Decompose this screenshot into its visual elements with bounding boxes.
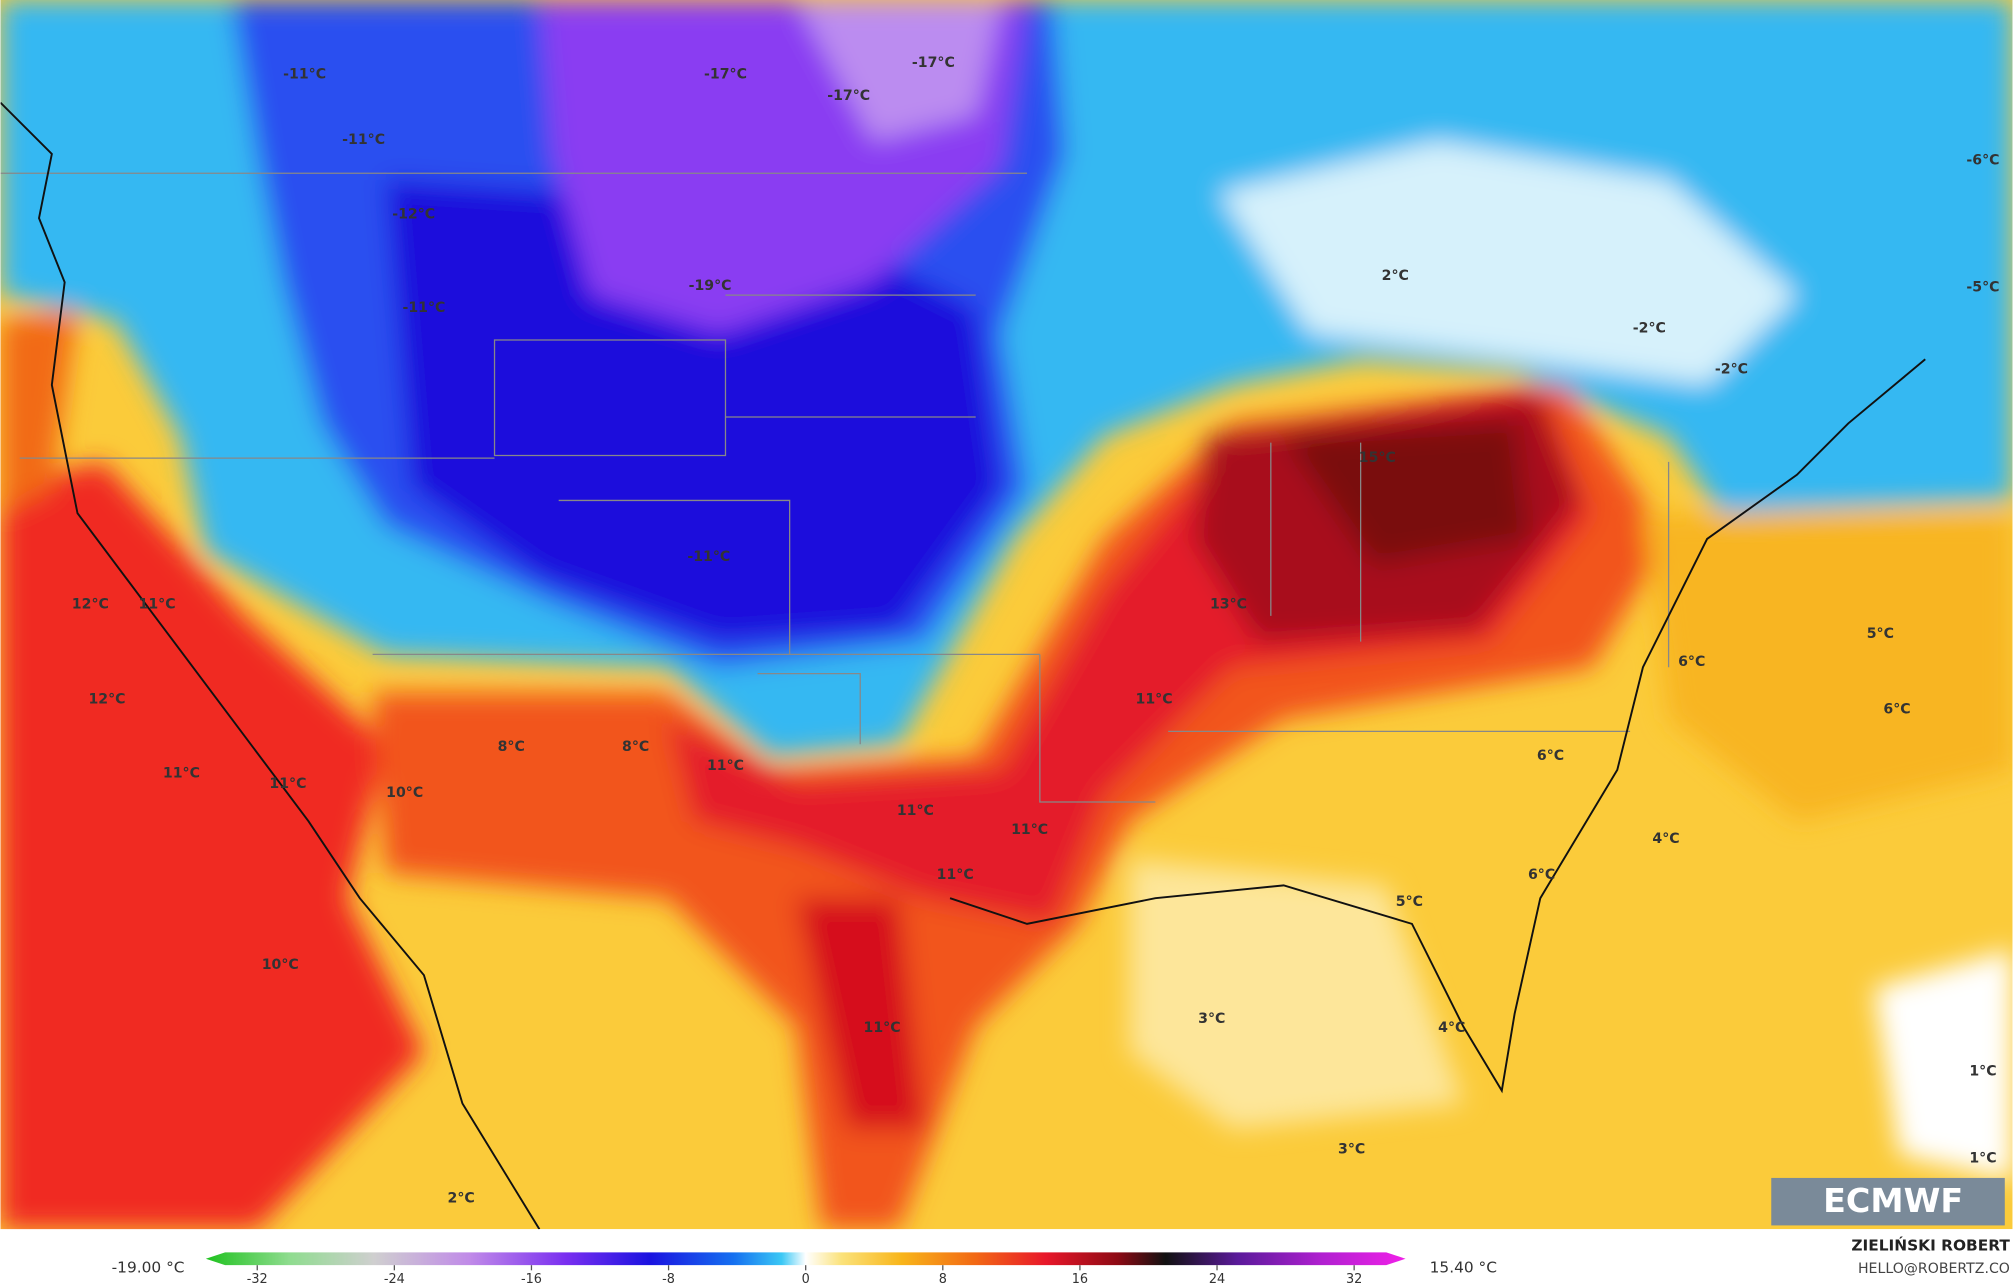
temperature-label: 3°C — [1198, 1011, 1225, 1027]
temperature-label: 10°C — [386, 785, 423, 801]
temperature-label: 5°C — [1396, 894, 1423, 910]
temperature-label: 2°C — [448, 1190, 475, 1206]
temperature-label: 10°C — [262, 957, 299, 973]
temperature-label: 11°C — [937, 867, 974, 883]
temperature-label: 6°C — [1883, 702, 1910, 718]
credit-name: ZIELIŃSKI ROBERT — [1851, 1235, 2010, 1254]
temperature-label: -5°C — [1966, 279, 1999, 295]
temperature-label: 2°C — [1382, 268, 1409, 284]
borders — [0, 101, 1926, 1230]
colorbar-ticks: -32 -24 -16 -8 0 8 16 24 32 — [247, 1265, 1362, 1287]
temperature-label: 11°C — [897, 803, 934, 819]
colorbar-min: -19.00 °C — [112, 1258, 185, 1276]
temperature-label: 15°C — [1359, 450, 1396, 466]
colorbar-tick-label: -32 — [247, 1272, 268, 1287]
temperature-label: -11°C — [402, 300, 445, 316]
colorbar-max: 15.40 °C — [1430, 1258, 1497, 1276]
temperature-label: 11°C — [139, 596, 176, 612]
temperature-label: -2°C — [1633, 320, 1666, 336]
colorbar-tick-label: -24 — [384, 1272, 405, 1287]
temperature-label: -17°C — [704, 66, 747, 82]
temperature-label: 6°C — [1678, 654, 1705, 670]
temperature-label: -11°C — [342, 132, 385, 148]
credit-email: HELLO@ROBERTZ.CO — [1858, 1261, 2010, 1277]
temperature-label: 11°C — [163, 766, 200, 782]
temperature-label: -2°C — [1715, 362, 1748, 378]
temperature-label: 3°C — [1338, 1142, 1365, 1158]
temperature-label: 5°C — [1867, 626, 1894, 642]
temperature-label: 4°C — [1438, 1020, 1465, 1036]
temperature-label: 11°C — [707, 758, 744, 774]
colorbar-tick-label: -8 — [662, 1272, 675, 1287]
temperature-label: -11°C — [687, 549, 730, 565]
temperature-labels: -11°C -11°C -17°C -17°C -17°C -12°C -11°C -19°C… — [72, 55, 2000, 1207]
temperature-label: 11°C — [1136, 691, 1173, 707]
temperature-label: 1°C — [1969, 1063, 1996, 1079]
temperature-label: 4°C — [1652, 831, 1679, 847]
temperature-label: -11°C — [283, 66, 326, 82]
temperature-label: 6°C — [1528, 867, 1555, 883]
temperature-label: -6°C — [1966, 152, 1999, 168]
colorbar — [205, 1252, 1406, 1266]
colorbar-tick-label: 24 — [1209, 1272, 1225, 1287]
temperature-label: -19°C — [689, 278, 732, 294]
logo: ECMWF — [1823, 1181, 1963, 1220]
temperature-label: 1°C — [1969, 1151, 1996, 1167]
temperature-label: 11°C — [864, 1020, 901, 1036]
temperature-label: -17°C — [912, 55, 955, 71]
temperature-label: 12°C — [88, 691, 125, 707]
temperature-label: -12°C — [392, 206, 435, 222]
colorbar-tick-label: 8 — [939, 1272, 947, 1287]
temperature-label: 11°C — [269, 776, 306, 792]
colorbar-tick-label: -16 — [521, 1272, 542, 1287]
temperature-label: 11°C — [1011, 822, 1048, 838]
temperature-label: 8°C — [498, 739, 525, 755]
temperature-label: 8°C — [622, 739, 649, 755]
temperature-field — [0, 0, 2013, 1230]
colorbar-tick-label: 0 — [802, 1272, 810, 1287]
colorbar-tick-label: 32 — [1346, 1272, 1362, 1287]
temperature-label: 13°C — [1210, 596, 1247, 612]
colorbar-tick-label: 16 — [1072, 1272, 1088, 1287]
logo-box — [1771, 1177, 2005, 1226]
temperature-label: 12°C — [72, 596, 109, 612]
temperature-label: -17°C — [827, 88, 870, 104]
temperature-label: 6°C — [1537, 748, 1564, 764]
